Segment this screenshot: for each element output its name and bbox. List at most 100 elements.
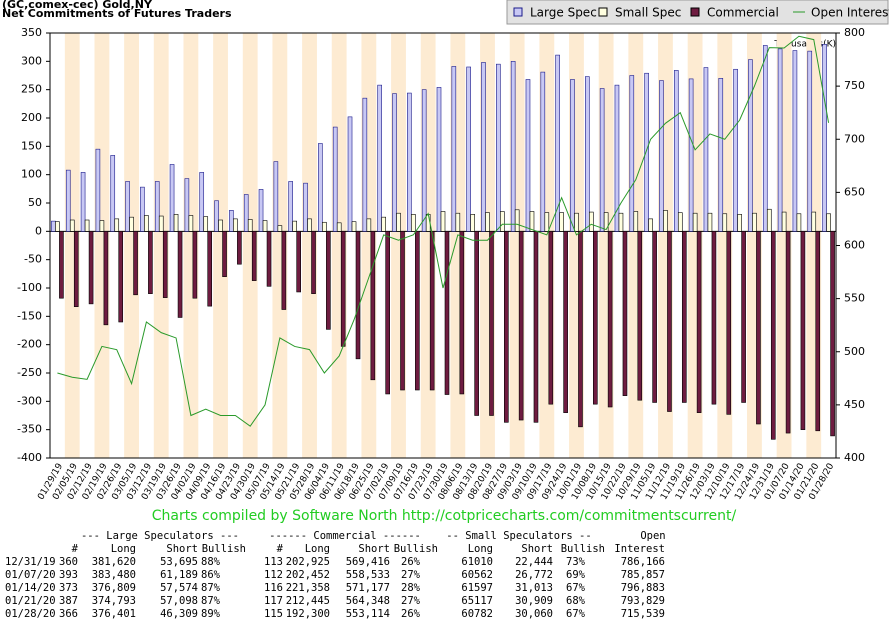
legend-label: Large Spec: [530, 6, 597, 20]
bar: [243, 194, 249, 232]
bar: [415, 231, 420, 391]
bar: [677, 212, 683, 232]
y-tick-label: 150: [21, 139, 42, 152]
table-cell: 01/14/20: [5, 582, 56, 594]
legend-label: Small Spec: [615, 6, 681, 20]
bar: [504, 231, 509, 423]
table-column-header: Long: [468, 543, 493, 555]
band: [94, 33, 110, 458]
bar: [722, 213, 728, 232]
bar: [377, 84, 382, 232]
bar: [470, 214, 475, 232]
bar: [362, 97, 368, 232]
table-cell: 571,177: [346, 582, 390, 594]
y2-tick-label: 600: [844, 239, 865, 252]
table-cell: 117: [264, 595, 283, 607]
table-cell: 88%: [201, 556, 221, 568]
table-cell: 366: [59, 608, 78, 620]
table-cell: 31,013: [515, 582, 553, 594]
bar: [614, 84, 620, 232]
legend-label: Open Interest: [811, 6, 889, 20]
table-cell: 87%: [201, 595, 221, 607]
y2-tick-label: 700: [844, 132, 865, 145]
table-column-header: Bullish: [561, 543, 605, 555]
bar: [455, 212, 461, 232]
bar: [88, 231, 94, 305]
bar: [351, 221, 357, 232]
bar: [815, 231, 821, 432]
table-cell: 192,300: [286, 608, 330, 620]
bar: [400, 231, 405, 391]
bar: [370, 231, 376, 381]
bar: [154, 181, 160, 232]
bar: [681, 231, 687, 403]
bar: [514, 209, 520, 232]
table-cell: 715,539: [621, 608, 665, 620]
bar: [563, 231, 568, 413]
bar: [347, 116, 353, 232]
bar: [118, 231, 124, 323]
bar: [570, 79, 575, 232]
bar: [396, 212, 401, 232]
bar: [237, 231, 242, 265]
band: [302, 33, 317, 458]
bar: [318, 143, 323, 232]
y2-tick-label: 800: [844, 26, 865, 39]
legend-swatch: [513, 7, 523, 17]
table-cell: 30,060: [515, 608, 553, 620]
y-tick-label: 350: [21, 26, 42, 39]
bar: [169, 164, 175, 232]
bar: [59, 231, 64, 299]
bar: [292, 220, 297, 232]
bar: [807, 50, 813, 232]
table-group-header: --- Large Speculators ---: [81, 530, 239, 542]
table-cell: 57,098: [160, 595, 198, 607]
bar: [648, 218, 653, 232]
y-tick-label: -50: [24, 253, 42, 266]
table-cell: 112: [264, 569, 283, 581]
bar: [752, 212, 757, 232]
y-tick-label: 100: [21, 168, 42, 181]
y-tick-label: -150: [17, 309, 42, 322]
table-cell: 53,695: [160, 556, 198, 568]
band: [242, 33, 258, 458]
bar: [251, 231, 257, 281]
bar: [673, 70, 679, 232]
table-group-header: Open: [640, 530, 665, 542]
bar: [303, 182, 308, 232]
bar: [540, 71, 546, 232]
table-cell: 01/21/20: [5, 595, 56, 607]
table-cell: 27%: [401, 569, 421, 581]
table-cell: 793,829: [621, 595, 665, 607]
bar: [618, 212, 624, 232]
band: [213, 33, 228, 458]
table-cell: 786,166: [621, 556, 665, 568]
bar: [407, 92, 412, 232]
bar: [385, 231, 390, 395]
bar: [332, 126, 338, 232]
table-cell: 387: [59, 595, 78, 607]
legend-label: Commercial: [707, 6, 779, 20]
bar: [266, 231, 272, 287]
bar: [737, 214, 742, 232]
bar: [544, 212, 550, 232]
bar: [173, 214, 179, 232]
bar: [326, 231, 331, 330]
bar: [703, 67, 709, 232]
table-cell: 27%: [401, 595, 421, 607]
y-tick-label: 250: [21, 83, 42, 96]
bar: [633, 211, 639, 232]
table-cell: 12/31/19: [5, 556, 56, 568]
bar: [529, 211, 535, 232]
bar: [826, 213, 831, 232]
bar: [607, 231, 613, 408]
bar: [696, 231, 702, 413]
bar: [489, 231, 494, 416]
bar: [129, 216, 134, 232]
bar: [296, 231, 301, 293]
table-cell: 01/28/20: [5, 608, 56, 620]
table-cell: 564,348: [346, 595, 390, 607]
bar: [140, 186, 145, 232]
band: [64, 33, 80, 458]
